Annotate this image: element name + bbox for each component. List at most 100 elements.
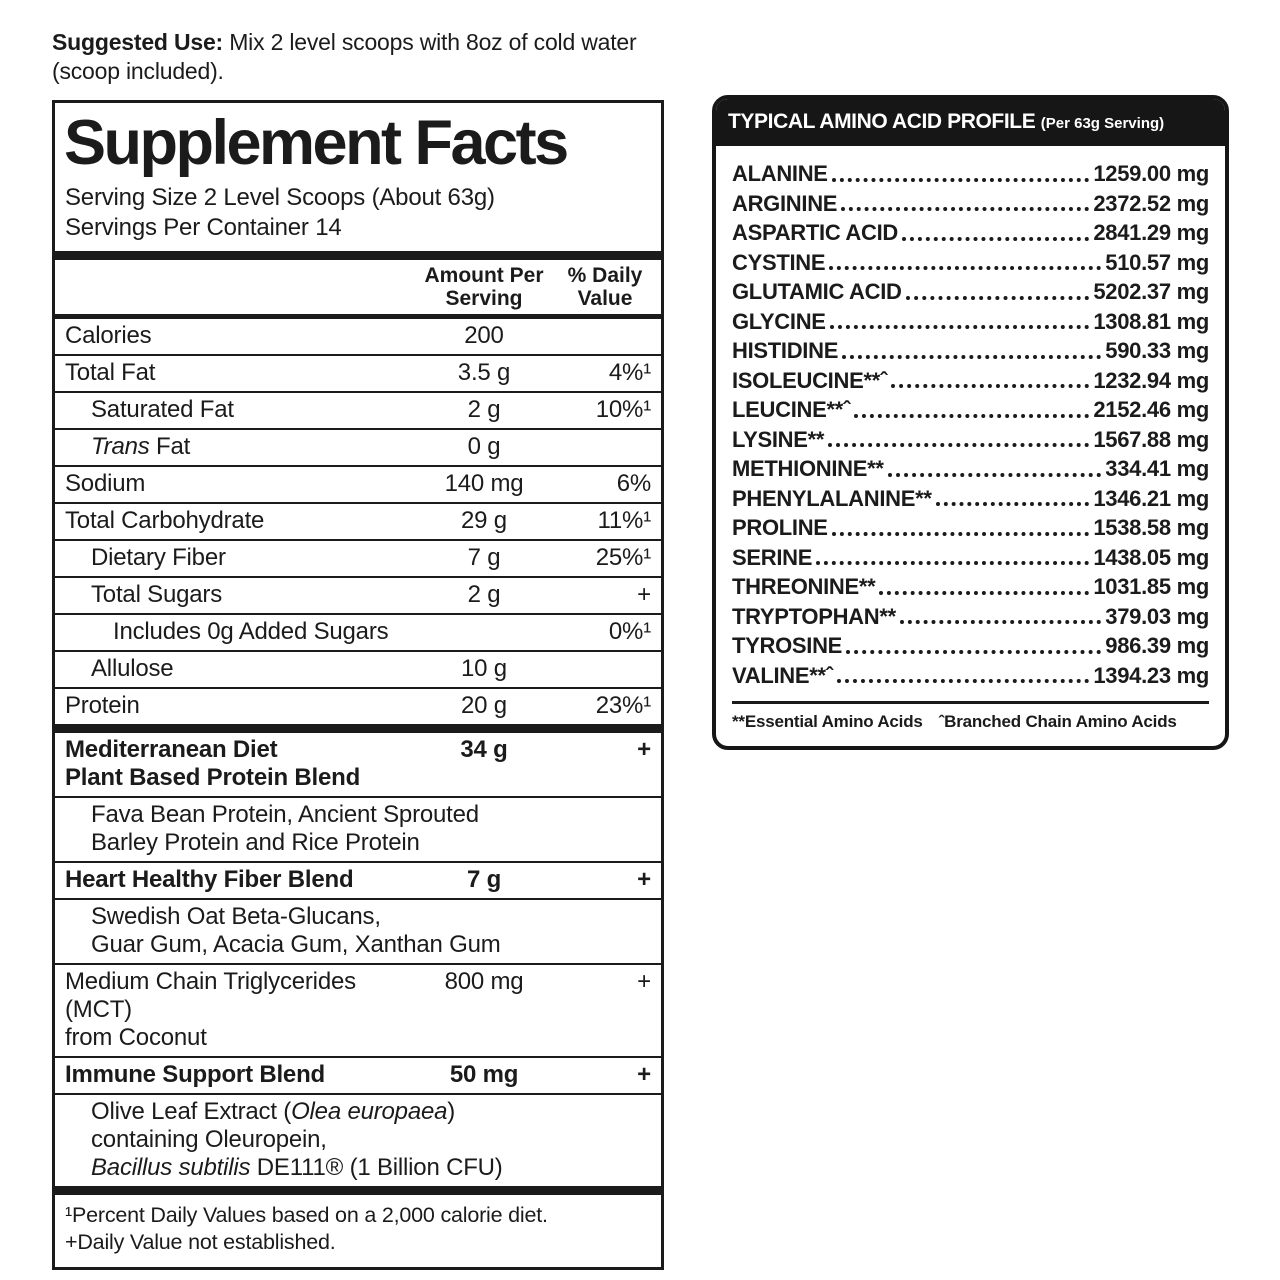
- blend-amount: 7 g: [466, 865, 502, 893]
- nutrient-row-calories: Calories 200: [55, 319, 661, 356]
- supplement-facts-title: Supplement Facts: [64, 107, 569, 178]
- nutrient-row-trans-fat: Trans Fat 0 g: [55, 430, 661, 467]
- suggested-use-label: Suggested Use:: [52, 29, 224, 55]
- amino-acid-row: GLYCINE 1308.81 mg: [732, 307, 1209, 337]
- nutrient-amount: 29 g: [461, 506, 507, 534]
- amino-acid-name: LEUCINE**ˆ: [732, 397, 851, 422]
- blend-name-line1: Mediterranean Diet: [65, 735, 278, 763]
- nutrient-dv: 0%¹: [608, 617, 651, 645]
- nutrient-row-dietary-fiber: Dietary Fiber 7 g 25%¹: [55, 541, 661, 578]
- nutrient-name-line2: from Coconut: [65, 1023, 207, 1051]
- nutrient-amount: 2 g: [467, 580, 501, 608]
- amino-acid-name: CYSTINE: [732, 249, 826, 275]
- amino-acid-profile-subtitle: (Per 63g Serving): [1040, 115, 1165, 132]
- table-header-row: Amount Per Serving % Daily Value: [55, 260, 661, 313]
- column-header-daily-value: % Daily Value: [567, 264, 643, 310]
- amino-acid-profile-header: TYPICAL AMINO ACID PROFILE (Per 63g Serv…: [716, 99, 1225, 146]
- blend-row-fiber-blend: Heart Healthy Fiber Blend 7 g +: [55, 863, 661, 900]
- dotted-leader: [905, 295, 1090, 300]
- dotted-leader: [854, 413, 1090, 418]
- amino-acid-row: LEUCINE**ˆ 2152.46 mg: [732, 395, 1209, 425]
- nutrient-dv: 23%¹: [595, 691, 651, 719]
- nutrient-dv: 10%¹: [595, 395, 651, 423]
- amino-acid-row: ISOLEUCINE**ˆ 1232.94 mg: [732, 366, 1209, 396]
- blend-name-line2: Plant Based Protein Blend: [65, 763, 361, 791]
- thick-divider: [55, 723, 661, 733]
- amino-acid-value: 1308.81 mg: [1093, 308, 1209, 334]
- amino-acid-name: VALINE**ˆ: [732, 662, 833, 688]
- servings-per-container: Servings Per Container 14: [65, 214, 342, 242]
- amino-acid-row: METHIONINE** 334.41 mg: [732, 454, 1209, 484]
- thick-divider: [55, 251, 661, 261]
- blend-dv: +: [637, 1060, 651, 1088]
- ingredient-text: DE111® (1 Billion CFU): [250, 1153, 503, 1181]
- amino-acid-name: THREONINE**: [732, 574, 876, 599]
- amino-acid-value: 2372.52 mg: [1093, 190, 1209, 216]
- column-header-amount: Amount Per Serving: [424, 264, 544, 310]
- blend-amount: 50 mg: [449, 1060, 519, 1088]
- ingredient-text: ): [447, 1097, 456, 1125]
- nutrient-name: Trans Fat: [65, 433, 409, 461]
- amino-acid-value: 1567.88 mg: [1093, 426, 1209, 452]
- nutrient-amount: 2 g: [467, 395, 501, 423]
- blend-ingredients-fiber-blend: Swedish Oat Beta-Glucans, Guar Gum, Acac…: [55, 900, 661, 965]
- ingredient-text: Olive Leaf Extract (: [91, 1097, 292, 1125]
- nutrient-name: Allulose: [91, 654, 174, 682]
- nutrient-name: Dietary Fiber: [91, 543, 226, 571]
- amino-acid-row: LYSINE** 1567.88 mg: [732, 425, 1209, 455]
- amino-acid-value: 590.33 mg: [1105, 338, 1209, 363]
- blend-ingredients: Olive Leaf Extract (Olea europaea) conta…: [65, 1098, 651, 1182]
- amino-acid-name: TRYPTOPHAN**: [732, 603, 896, 629]
- dotted-leader: [828, 443, 1090, 447]
- amino-acid-row: VALINE**ˆ 1394.23 mg: [732, 661, 1209, 691]
- amino-acid-list: ALANINE 1259.00 mg ARGININE 2372.52 mg ASP…: [716, 146, 1225, 746]
- dotted-leader: [935, 502, 1090, 506]
- amino-acid-row: SERINE 1438.05 mg: [732, 543, 1209, 573]
- dotted-leader: [879, 590, 1090, 595]
- blend-ingredients: Fava Bean Protein, Ancient Sprouted Barl…: [65, 801, 651, 857]
- amino-acid-value: 1438.05 mg: [1093, 544, 1209, 570]
- dotted-leader: [836, 679, 1090, 683]
- amino-acid-row: PROLINE 1538.58 mg: [732, 513, 1209, 543]
- amino-acid-name: ASPARTIC ACID: [732, 220, 898, 245]
- amino-acid-legend: **Essential Amino Acids ˆBranched Chain …: [732, 712, 1209, 732]
- amino-acid-row: PHENYLALANINE** 1346.21 mg: [732, 484, 1209, 514]
- amino-acid-name: GLUTAMIC ACID: [732, 279, 902, 304]
- nutrient-name: Calories: [65, 321, 152, 349]
- nutrient-name: Total Carbohydrate: [65, 506, 265, 534]
- amino-acid-value: 1394.23 mg: [1093, 662, 1209, 688]
- footnote-daily-value: ¹Percent Daily Values based on a 2,000 c…: [65, 1202, 548, 1227]
- nutrient-row-sodium: Sodium 140 mg 6%: [55, 467, 661, 504]
- nutrient-dv: 6%: [616, 469, 651, 497]
- ingredient-latin-name: Bacillus subtilis: [91, 1153, 251, 1181]
- nutrient-amount: 140 mg: [444, 469, 524, 497]
- dotted-leader: [899, 620, 1102, 624]
- amino-acid-value: 379.03 mg: [1105, 603, 1209, 629]
- blend-ingredients: Swedish Oat Beta-Glucans, Guar Gum, Acac…: [65, 903, 651, 959]
- nutrient-dv: 11%¹: [597, 506, 652, 534]
- nutrient-row-allulose: Allulose 10 g: [55, 652, 661, 689]
- dotted-leader: [831, 177, 1090, 182]
- dotted-leader: [891, 384, 1090, 388]
- amino-acid-name: LYSINE**: [732, 426, 825, 452]
- amino-acid-name: ARGININE: [732, 190, 838, 216]
- nutrient-amount: 800 mg: [444, 967, 524, 995]
- nutrient-dv: +: [637, 967, 651, 995]
- amino-acid-value: 1259.00 mg: [1093, 161, 1209, 186]
- blend-row-immune-blend: Immune Support Blend 50 mg +: [55, 1058, 661, 1095]
- amino-acid-name: TYROSINE: [732, 633, 843, 658]
- nutrient-amount: 10 g: [461, 654, 507, 682]
- amino-acid-name: HISTIDINE: [732, 338, 839, 363]
- suggested-use-text: Mix 2 level scoops with 8oz of cold wate…: [52, 29, 637, 84]
- blend-amount: 34 g: [460, 735, 508, 763]
- ingredient-latin-name: Olea europaea: [291, 1097, 448, 1125]
- amino-acid-name: PHENYLALANINE**: [732, 485, 932, 511]
- nutrient-amount: 0 g: [467, 432, 501, 460]
- amino-acid-value: 986.39 mg: [1105, 633, 1209, 658]
- nutrient-row-total-sugars: Total Sugars 2 g +: [55, 578, 661, 615]
- amino-acid-row: THREONINE** 1031.85 mg: [732, 572, 1209, 602]
- blend-ingredients-line2: containing Oleuropein,: [91, 1125, 327, 1153]
- supplement-facts-panel: Supplement Facts Serving Size 2 Level Sc…: [52, 99, 664, 1271]
- amino-acid-name: SERINE: [732, 544, 813, 570]
